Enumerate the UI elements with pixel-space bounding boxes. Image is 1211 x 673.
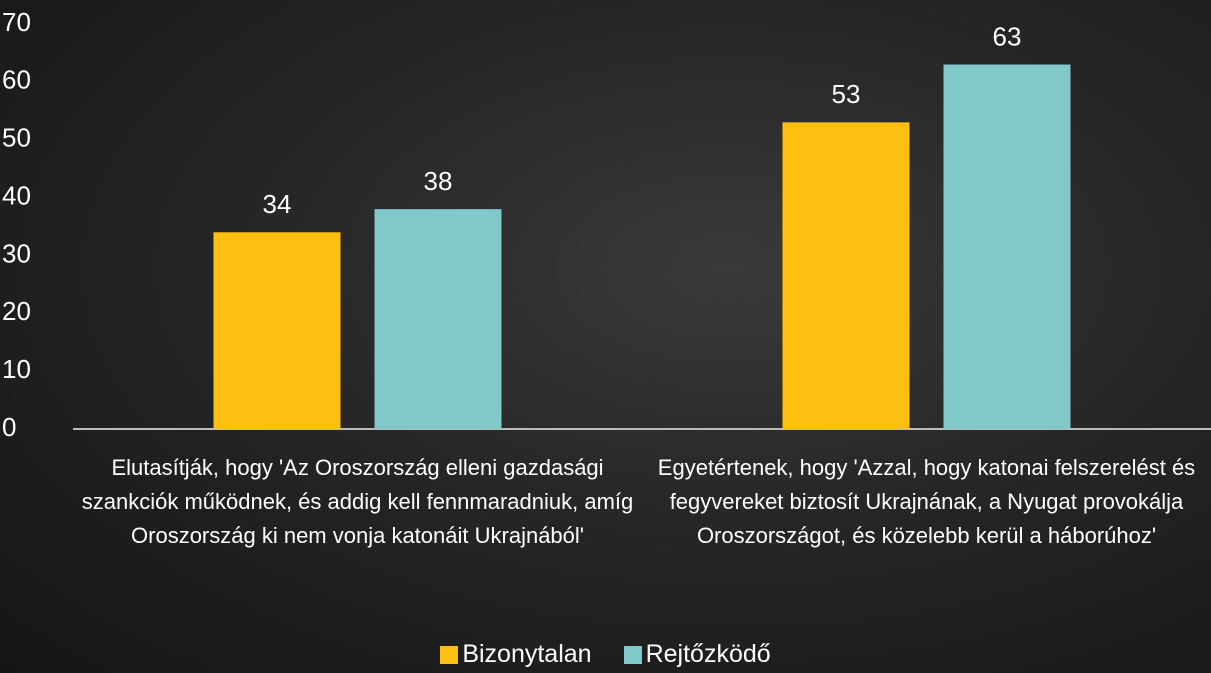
y-tick-label: 10 <box>2 354 31 384</box>
legend-swatch <box>623 645 642 664</box>
value-label: 53 <box>832 79 861 109</box>
value-label: 34 <box>263 189 292 219</box>
legend-label: Rejtőzködő <box>645 640 771 668</box>
bar <box>943 64 1071 429</box>
y-tick-label: 60 <box>2 65 31 95</box>
bar <box>782 122 910 429</box>
y-tick-label: 70 <box>2 7 31 37</box>
x-tick-label: Egyetértenek, hogy 'Azzal, hogy katonai … <box>657 455 1196 548</box>
legend: Bizonytalan Rejtőzködő <box>0 640 1211 669</box>
legend-item: Bizonytalan <box>440 640 592 669</box>
legend-swatch <box>440 645 459 664</box>
legend-label: Bizonytalan <box>462 640 592 668</box>
y-tick-label: 50 <box>2 123 31 153</box>
y-tick-label: 0 <box>2 412 16 442</box>
bar <box>213 232 341 429</box>
value-label: 63 <box>993 21 1022 51</box>
y-tick-label: 30 <box>2 238 31 268</box>
x-tick-label: Elutasítják, hogy 'Az Oroszország elleni… <box>81 455 634 548</box>
y-tick-label: 20 <box>2 296 31 326</box>
bar <box>374 209 502 429</box>
y-tick-label: 40 <box>2 180 31 210</box>
legend-item: Rejtőzködő <box>623 640 771 669</box>
value-label: 38 <box>424 166 453 196</box>
